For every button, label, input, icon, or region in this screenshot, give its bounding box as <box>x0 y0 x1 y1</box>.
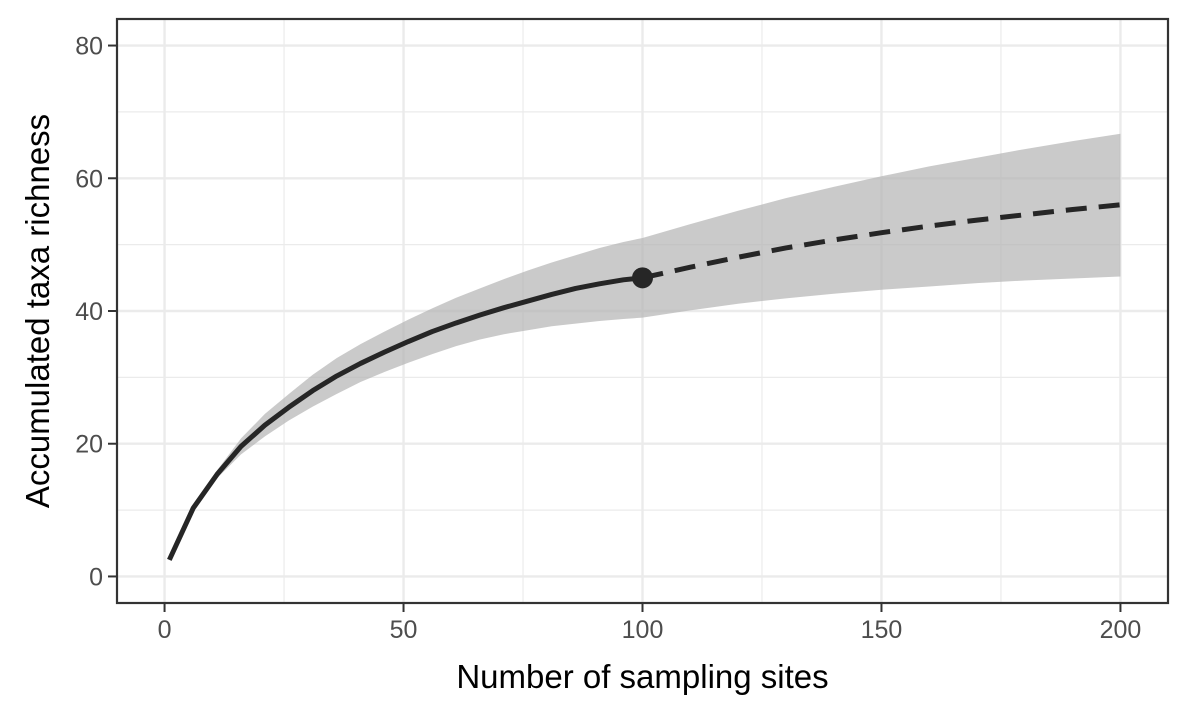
y-axis-title: Accumulated taxa richness <box>19 114 56 508</box>
confidence-ribbon <box>169 133 1121 560</box>
reference-point-layer <box>632 267 653 289</box>
x-axis: 0 50 100 150 200 <box>158 603 1142 644</box>
richness-lines <box>167 202 1121 561</box>
y-tick-label: 60 <box>75 165 103 193</box>
x-tick-label: 0 <box>158 616 172 644</box>
y-tick-label: 0 <box>89 563 103 591</box>
y-tick-label: 80 <box>75 33 103 61</box>
interpolated-ribbon <box>169 238 643 560</box>
extrapolated-line <box>641 202 1121 281</box>
x-tick-label: 200 <box>1100 616 1142 644</box>
x-tick-label: 150 <box>861 616 903 644</box>
x-tick-label: 100 <box>622 616 664 644</box>
interpolated-line <box>167 275 643 561</box>
y-tick-label: 40 <box>75 298 103 326</box>
extrapolated-ribbon <box>642 133 1121 318</box>
y-axis: 0 20 40 60 80 <box>75 33 117 591</box>
reference-sample-point <box>632 267 653 289</box>
x-axis-title: Number of sampling sites <box>456 658 828 695</box>
x-tick-label: 50 <box>390 616 418 644</box>
y-tick-label: 20 <box>75 431 103 459</box>
